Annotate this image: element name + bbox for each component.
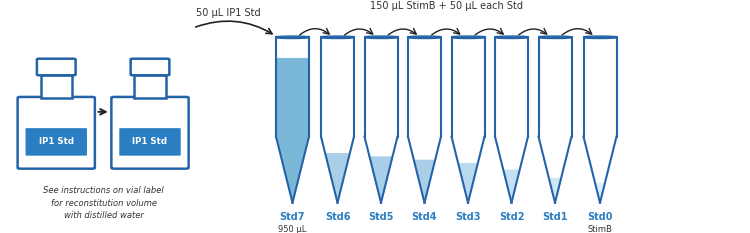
FancyBboxPatch shape — [130, 59, 170, 75]
FancyBboxPatch shape — [17, 97, 94, 169]
FancyBboxPatch shape — [115, 131, 186, 168]
Polygon shape — [326, 153, 350, 203]
Text: Std1: Std1 — [542, 212, 568, 222]
Ellipse shape — [412, 37, 436, 38]
Ellipse shape — [538, 36, 572, 38]
Polygon shape — [503, 170, 520, 203]
Text: StimB: StimB — [587, 225, 613, 233]
Polygon shape — [458, 163, 478, 203]
Polygon shape — [414, 160, 435, 203]
Text: Std3: Std3 — [455, 212, 481, 222]
Text: See instructions on vial label
for reconstitution volume
with distilled water: See instructions on vial label for recon… — [44, 186, 164, 220]
FancyBboxPatch shape — [26, 128, 87, 156]
Ellipse shape — [588, 37, 612, 38]
FancyBboxPatch shape — [37, 59, 76, 75]
Text: Std4: Std4 — [412, 212, 437, 222]
Ellipse shape — [276, 36, 309, 38]
Ellipse shape — [584, 36, 616, 38]
Bar — [134, 75, 166, 98]
Ellipse shape — [408, 36, 441, 38]
Polygon shape — [595, 183, 605, 203]
Ellipse shape — [280, 37, 304, 38]
Ellipse shape — [495, 36, 528, 38]
FancyBboxPatch shape — [119, 128, 181, 156]
Text: 50 μL IP1 Std: 50 μL IP1 Std — [196, 8, 261, 18]
Ellipse shape — [500, 37, 523, 38]
Ellipse shape — [452, 36, 484, 38]
Text: Std7: Std7 — [280, 212, 305, 222]
Text: Std0: Std0 — [587, 212, 613, 222]
Polygon shape — [370, 156, 392, 203]
Ellipse shape — [364, 36, 398, 38]
Bar — [276, 57, 309, 137]
Polygon shape — [276, 137, 309, 203]
Ellipse shape — [326, 37, 350, 38]
Text: 150 μL StimB + 50 μL each Std: 150 μL StimB + 50 μL each Std — [370, 1, 523, 11]
Ellipse shape — [455, 37, 480, 38]
Ellipse shape — [321, 36, 354, 38]
Text: Std6: Std6 — [325, 212, 350, 222]
Text: IP1 Std: IP1 Std — [39, 137, 74, 146]
Ellipse shape — [369, 37, 393, 38]
Text: 950 μL: 950 μL — [278, 225, 307, 233]
Ellipse shape — [542, 37, 567, 38]
FancyBboxPatch shape — [112, 97, 189, 169]
Bar — [40, 75, 72, 98]
Text: Std2: Std2 — [499, 212, 524, 222]
Polygon shape — [549, 178, 561, 203]
Text: Std5: Std5 — [368, 212, 394, 222]
Text: IP1 Std: IP1 Std — [133, 137, 167, 146]
